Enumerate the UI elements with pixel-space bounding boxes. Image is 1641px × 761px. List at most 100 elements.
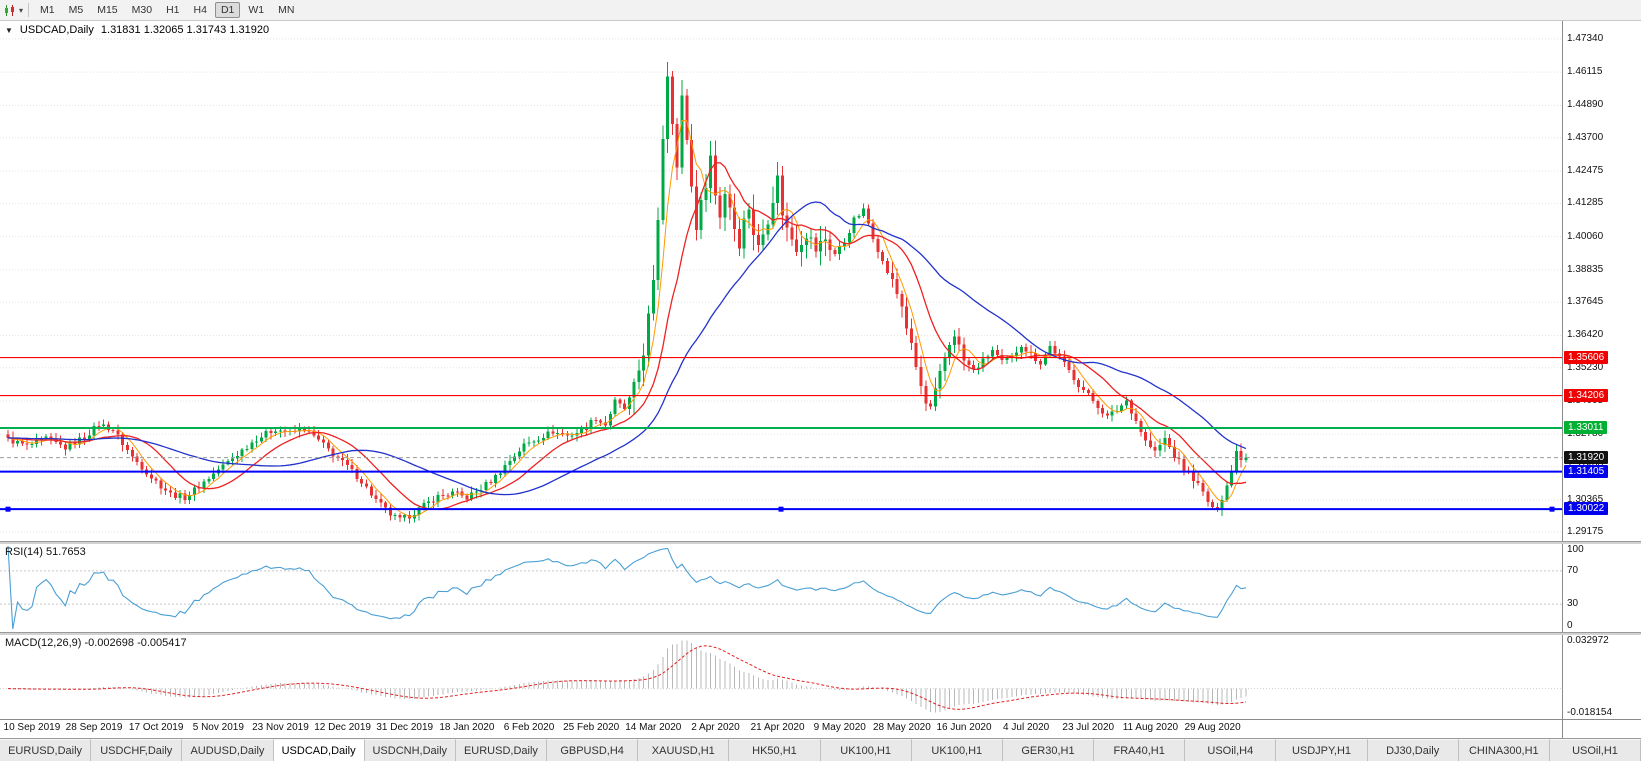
price-level-badge: 1.34206	[1564, 388, 1609, 402]
date-axis-label: 31 Dec 2019	[376, 722, 434, 733]
chart-tab-xauusd-h1[interactable]: XAUUSD,H1	[638, 739, 730, 761]
chart-tab-usoil-h1[interactable]: USOil,H1	[1549, 739, 1641, 761]
chart-tab-dj30-daily[interactable]: DJ30,Daily	[1367, 739, 1459, 761]
macd-axis[interactable]: 0.032972 -0.018154	[1562, 635, 1641, 719]
date-axis[interactable]: 10 Sep 2019 28 Sep 2019 17 Oct 2019 5 Nov 2…	[0, 720, 1562, 738]
price-axis[interactable]: 1.47340 1.46115 1.44890 1.43700 1.42475 1.412…	[1562, 21, 1641, 541]
date-axis-label: 28 May 2020	[872, 722, 931, 733]
date-axis-label: 23 Nov 2019	[252, 722, 309, 733]
rsi-axis-label: 30	[1567, 598, 1579, 610]
chart-tabs-bar: EURUSD,Daily USDCHF,Daily AUDUSD,Daily USDC…	[0, 738, 1641, 761]
price-level-badge: 1.31405	[1564, 464, 1609, 478]
timeframe-button-m30[interactable]: M30	[131, 4, 153, 16]
chart-tab-usdcad-daily[interactable]: USDCAD,Daily	[273, 739, 365, 761]
one-click-trading-toggle-icon[interactable]: ▼	[5, 25, 13, 35]
chart-tab-uk100-h1[interactable]: UK100,H1	[911, 739, 1003, 761]
chart-tab-eurusd-daily[interactable]: EURUSD,Daily	[0, 739, 92, 761]
chart-tab-hk50-h1[interactable]: HK50,H1	[729, 739, 821, 761]
date-axis-label: 14 Mar 2020	[625, 722, 682, 733]
chart-tab-gbpusd-h4[interactable]: GBPUSD,H4	[547, 739, 639, 761]
price-axis-label: 1.41285	[1567, 197, 1604, 209]
candlestick-chart	[0, 38, 1562, 533]
chart-tab-audusd-daily[interactable]: AUDUSD,Daily	[182, 739, 274, 761]
date-axis-label: 25 Feb 2020	[563, 722, 620, 733]
price-axis-label: 1.46115	[1567, 66, 1603, 78]
date-axis-label: 28 Sep 2019	[65, 722, 123, 733]
ohlc-values-label: 1.31831 1.32065 1.31743 1.31920	[100, 24, 270, 36]
chart-tab-eurusd-daily[interactable]: EURUSD,Daily	[455, 739, 548, 761]
chart-tab-usdcnh-daily[interactable]: USDCNH,Daily	[364, 739, 456, 761]
timeframe-button-mn[interactable]: MN	[278, 4, 295, 16]
date-axis-label: 29 Aug 2020	[1184, 722, 1241, 733]
price-level-badge: 1.33011	[1564, 421, 1608, 434]
price-axis-label: 1.44890	[1567, 99, 1604, 111]
macd-axis-label: -0.018154	[1567, 707, 1613, 718]
macd-label: MACD(12,26,9) -0.002698 -0.005417	[5, 637, 187, 649]
date-axis-label: 6 Feb 2020	[503, 722, 555, 733]
timeframe-button-m1[interactable]: M1	[40, 4, 55, 16]
chart-title: ▼ USDCAD,Daily 1.31831 1.32065 1.31743 1…	[5, 24, 269, 36]
date-axis-label: 5 Nov 2019	[192, 722, 244, 733]
date-axis-label: 12 Dec 2019	[314, 722, 371, 733]
date-axis-label: 17 Oct 2019	[128, 722, 184, 733]
price-axis-label: 1.35230	[1567, 361, 1604, 373]
price-axis-label: 1.40060	[1567, 230, 1604, 242]
chart-tab-usdchf-daily[interactable]: USDCHF,Daily	[91, 739, 183, 761]
date-axis-label: 9 May 2020	[813, 722, 866, 733]
date-axis-label: 2 Apr 2020	[691, 722, 740, 733]
timeframe-button-h4[interactable]: H4	[193, 4, 207, 16]
macd-panel[interactable]: MACD(12,26,9) -0.002698 -0.005417	[0, 635, 1562, 719]
symbol-period-label: USDCAD,Daily	[19, 24, 94, 36]
chart-tab-usdjpy-h1[interactable]: USDJPY,H1	[1276, 739, 1368, 761]
date-axis-label: 16 Jun 2020	[936, 722, 992, 733]
timeframe-button-w1[interactable]: W1	[248, 4, 265, 16]
panel-separator[interactable]	[0, 541, 1641, 544]
chart-tab-ger30-h1[interactable]: GER30,H1	[1002, 739, 1095, 761]
axis-corner	[1562, 720, 1641, 738]
price-chart-panel[interactable]: ▼ USDCAD,Daily 1.31831 1.32065 1.31743 1…	[0, 21, 1562, 541]
price-level-badge: 1.31920	[1564, 450, 1609, 464]
price-axis-label: 1.37645	[1567, 296, 1604, 308]
price-axis-label: 1.47340	[1567, 32, 1604, 44]
chart-tab-china300-h1[interactable]: CHINA300,H1	[1458, 739, 1550, 761]
macd-chart	[0, 640, 1562, 713]
price-axis-label: 1.36420	[1567, 329, 1604, 341]
date-axis-row: 10 Sep 2019 28 Sep 2019 17 Oct 2019 5 Nov 2…	[0, 719, 1641, 738]
rsi-label: RSI(14) 51.7653	[5, 546, 86, 558]
rsi-axis[interactable]: 100 70 30 0	[1562, 544, 1641, 632]
rsi-axis-label: 70	[1567, 564, 1579, 576]
timeframe-button-d1[interactable]: D1	[214, 2, 241, 18]
price-axis-label: 1.42475	[1567, 165, 1604, 177]
price-axis-label: 1.38835	[1567, 263, 1604, 275]
toolbar-separator	[28, 3, 30, 17]
date-axis-label: 23 Jul 2020	[1062, 722, 1115, 733]
chart-tab-uk100-h1[interactable]: UK100,H1	[820, 739, 912, 761]
date-axis-label: 11 Aug 2020	[1122, 722, 1179, 733]
panel-separator[interactable]	[0, 632, 1641, 635]
chart-tab-fra40-h1[interactable]: FRA40,H1	[1094, 739, 1186, 761]
chart-type-icon[interactable]	[3, 4, 18, 17]
timeframe-button-m5[interactable]: M5	[68, 4, 84, 16]
chart-workspace: ▼ USDCAD,Daily 1.31831 1.32065 1.31743 1…	[0, 21, 1641, 738]
rsi-panel[interactable]: RSI(14) 51.7653	[0, 544, 1562, 632]
price-axis-label: 1.43700	[1567, 131, 1604, 143]
rsi-axis-label: 100	[1567, 544, 1584, 555]
timeframe-button-m15[interactable]: M15	[97, 4, 118, 16]
timeframe-buttons: M1 M5 M15 M30 H1 H4 D1 W1 MN	[34, 2, 300, 18]
date-axis-label: 10 Sep 2019	[3, 722, 61, 733]
timeframe-toolbar: ▾ M1 M5 M15 M30 H1 H4 D1 W1 MN	[0, 0, 1641, 21]
price-level-badge: 1.30022	[1564, 502, 1609, 516]
date-axis-label: 18 Jan 2020	[439, 722, 495, 733]
date-axis-label: 4 Jul 2020	[1003, 722, 1050, 733]
timeframe-button-h1[interactable]: H1	[166, 4, 180, 16]
date-axis-label: 21 Apr 2020	[750, 722, 805, 733]
macd-axis-label: 0.032972	[1567, 635, 1609, 646]
price-axis-label: 1.29175	[1567, 526, 1604, 538]
price-axis-label: 1.30365	[1567, 493, 1604, 505]
rsi-chart	[0, 545, 1562, 630]
chart-type-dropdown-icon[interactable]: ▾	[19, 5, 24, 15]
rsi-axis-label: 0	[1567, 620, 1573, 631]
chart-tab-usoil-h4[interactable]: USOil,H4	[1185, 739, 1277, 761]
price-level-badge: 1.35606	[1564, 350, 1609, 364]
